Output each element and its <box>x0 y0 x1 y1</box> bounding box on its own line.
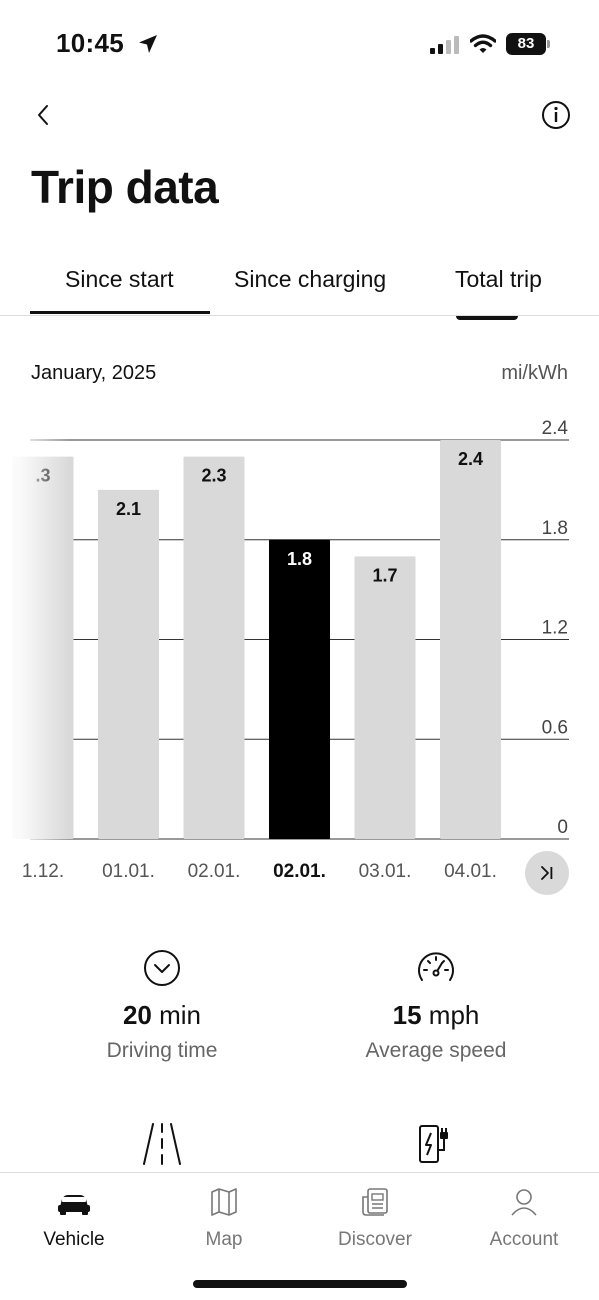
nav-label: Map <box>205 1229 243 1250</box>
chevron-left-icon <box>38 105 48 125</box>
stat-label: Driving time <box>106 1039 218 1062</box>
chart-period: January, 2025 <box>31 362 157 384</box>
stat-value: 20 <box>122 1000 152 1030</box>
road-icon <box>143 1123 181 1165</box>
status-time: 10:45 <box>56 28 124 58</box>
car-icon <box>58 1195 90 1215</box>
info-icon <box>542 101 570 129</box>
chart-next-page-button[interactable] <box>525 851 569 895</box>
stat-consumption <box>306 1120 566 1178</box>
stat-driving-time: 20 min Driving time <box>32 948 292 1063</box>
chart-xtick-label: 02.01. <box>273 861 326 882</box>
tab-bar: Since start Since charging Total trip <box>0 260 599 316</box>
speedometer-icon <box>418 952 454 981</box>
chart-canvas: 0 0.6 1.2 1.8 2.4 .3 1.12. 2.1 01.01. 2.3 02.01. 1.… <box>12 418 569 882</box>
chart-ytick-label: 1.8 <box>542 518 568 539</box>
chart-bar <box>98 489 159 839</box>
stat-label: Average speed <box>365 1039 507 1062</box>
charging-station-icon <box>419 1125 448 1163</box>
stat-value: 15 <box>392 1000 422 1030</box>
chart-unit: mi/kWh <box>501 362 568 384</box>
chart-xtick-label: 02.01. <box>188 861 241 882</box>
chart-bar-value-label: 1.7 <box>372 565 397 585</box>
nav-vehicle[interactable]: Vehicle <box>19 1187 129 1251</box>
news-icon <box>362 1188 388 1216</box>
chart-bar <box>440 440 501 839</box>
home-indicator <box>193 1280 407 1288</box>
chart-bar <box>269 539 330 839</box>
chart-xtick-label: 1.12. <box>22 861 64 882</box>
user-icon <box>511 1189 537 1216</box>
page-title: Trip data <box>31 161 219 213</box>
tab-total-trip[interactable]: Total trip <box>455 266 542 292</box>
battery-icon: 83 <box>506 33 550 55</box>
chart-xtick-label: 01.01. <box>102 861 155 882</box>
stat-distance <box>32 1120 292 1178</box>
chart-xtick-label: 04.01. <box>444 861 497 882</box>
nav-account[interactable]: Account <box>469 1187 579 1251</box>
chart-bar-value-label: 1.8 <box>287 549 312 569</box>
chart-bar-value-label: 2.3 <box>201 466 226 486</box>
chart-bar <box>183 456 245 839</box>
wifi-icon <box>470 34 496 53</box>
battery-level: 83 <box>506 33 546 55</box>
nav-label: Discover <box>338 1229 412 1250</box>
skip-forward-icon <box>541 866 553 880</box>
chart-ytick-label: 1.2 <box>542 618 568 639</box>
location-arrow-icon <box>139 35 157 53</box>
back-button[interactable] <box>28 98 58 132</box>
chart-ytick-label: 0 <box>557 817 568 838</box>
nav-map[interactable]: Map <box>169 1187 279 1251</box>
chart-ytick-label: 0.6 <box>542 717 568 738</box>
nav-discover[interactable]: Discover <box>320 1187 430 1251</box>
chart-xtick-label: 03.01. <box>359 861 412 882</box>
stat-unit: mph <box>428 1000 480 1030</box>
status-bar: 10:45 83 <box>0 0 599 90</box>
chart-bar-value-label: 2.4 <box>458 449 483 469</box>
efficiency-bar-chart: 0 0.6 1.2 1.8 2.4 .3 1.12. 2.1 01.01. 2.3 02.01. 1.… <box>0 400 599 900</box>
nav-label: Account <box>489 1229 559 1250</box>
nav-label: Vehicle <box>43 1229 105 1250</box>
cellular-signal-icon <box>430 36 459 54</box>
stat-average-speed: 15 mph Average speed <box>306 948 566 1063</box>
stat-unit: min <box>159 1000 202 1030</box>
chart-bar <box>354 556 416 839</box>
chevron-circle-icon <box>144 950 180 986</box>
map-icon <box>211 1188 237 1216</box>
chart-bar-value-label: 2.1 <box>116 499 141 519</box>
chart-bar-value-label: .3 <box>35 466 50 486</box>
chart-ytick-label: 2.4 <box>542 418 569 439</box>
tab-since-start[interactable]: Since start <box>65 266 174 292</box>
chart-bar <box>12 456 74 839</box>
bottom-navigation: Vehicle Map Discover Account <box>0 1172 599 1300</box>
scroll-indicator <box>456 316 518 320</box>
info-button[interactable] <box>541 100 571 130</box>
selected-tab-indicator <box>30 311 210 314</box>
tab-since-charging[interactable]: Since charging <box>234 266 387 292</box>
